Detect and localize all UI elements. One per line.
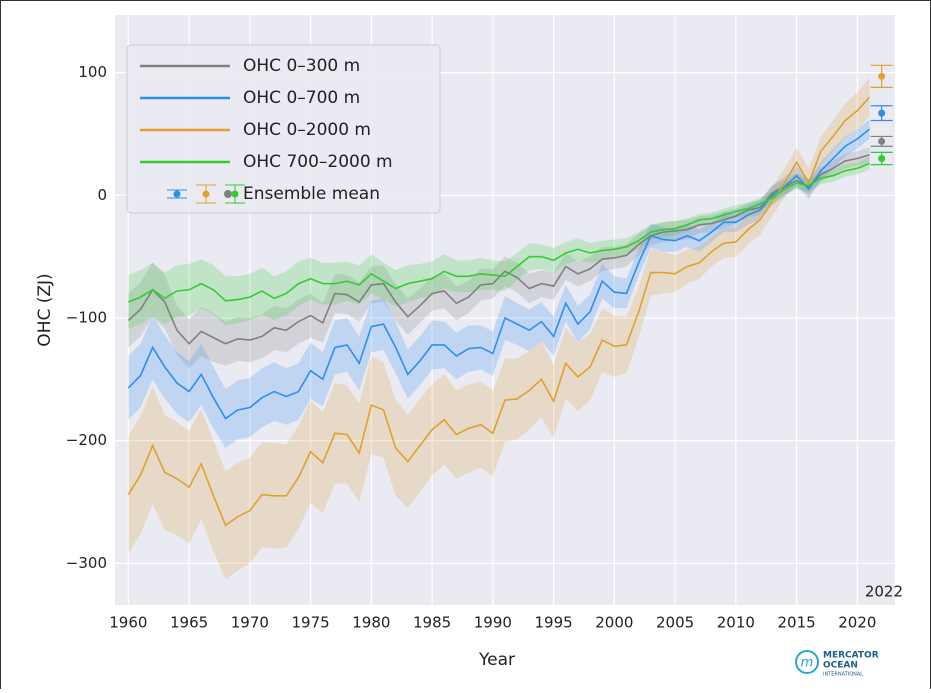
x-tick-label: 1980 — [352, 614, 390, 632]
x-tick-label: 2020 — [838, 614, 876, 632]
x-tick-label: 2015 — [777, 614, 815, 632]
logo: m MERCATOR OCEAN INTERNATIONAL — [795, 650, 879, 678]
y-tick-label: −200 — [66, 431, 107, 449]
uncertainty-band — [128, 119, 870, 448]
x-tick-label: 1995 — [535, 614, 573, 632]
x-tick-label: 1960 — [109, 614, 147, 632]
ensemble-point — [878, 137, 886, 145]
y-tick-label: 0 — [97, 186, 107, 204]
series-line — [127, 154, 870, 345]
logo-text: OCEAN — [823, 661, 858, 671]
logo-icon — [795, 650, 819, 674]
legend-marker — [173, 190, 181, 198]
legend-label: OHC 0–2000 m — [243, 120, 371, 140]
x-axis-label: Year — [478, 650, 515, 670]
y-tick-label: −100 — [66, 308, 107, 326]
ensemble-point — [878, 155, 886, 163]
series-line — [127, 128, 870, 420]
ensemble-point — [878, 109, 886, 117]
x-tick-label: 2010 — [717, 614, 755, 632]
legend-label: Ensemble mean — [243, 184, 380, 204]
logo-text: MERCATOR — [823, 651, 879, 661]
x-tick-label: 1970 — [231, 614, 269, 632]
legend-marker — [202, 190, 210, 198]
uncertainty-band — [128, 147, 870, 369]
legend-marker — [231, 190, 239, 198]
series-line — [127, 96, 871, 527]
y-tick-label: 100 — [78, 63, 107, 81]
y-axis-label: OHC (ZJ) — [35, 273, 55, 346]
legend-label: OHC 0–700 m — [243, 88, 360, 108]
year-annotation: 2022 — [865, 583, 903, 601]
x-tick-label: 1990 — [474, 614, 512, 632]
legend-marker — [224, 190, 232, 198]
x-tick-label: 1965 — [170, 614, 208, 632]
legend-label: OHC 0–300 m — [243, 56, 360, 76]
uncertainty-band — [128, 157, 870, 330]
x-tick-label: 1985 — [413, 614, 451, 632]
x-tick-label: 2005 — [656, 614, 694, 632]
x-tick-label: 1975 — [292, 614, 330, 632]
y-tick-label: −300 — [66, 554, 107, 572]
x-tick-label: 2000 — [595, 614, 633, 632]
logo-glyph: m — [801, 656, 814, 671]
legend-label: OHC 700–2000 m — [243, 152, 393, 172]
logo-text: INTERNATIONAL — [823, 672, 863, 678]
ensemble-point — [878, 72, 886, 80]
legend-box — [126, 44, 441, 214]
series-line — [128, 162, 870, 303]
